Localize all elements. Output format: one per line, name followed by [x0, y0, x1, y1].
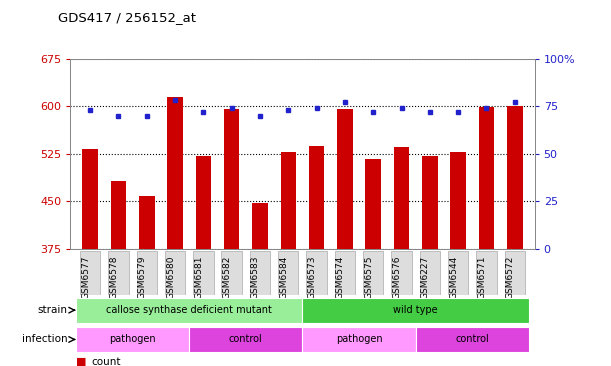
Text: control: control: [229, 335, 263, 344]
FancyBboxPatch shape: [221, 251, 242, 295]
Bar: [365, 159, 381, 249]
Text: GSM6544: GSM6544: [449, 256, 458, 299]
FancyBboxPatch shape: [302, 327, 415, 352]
FancyBboxPatch shape: [136, 251, 157, 295]
Text: pathogen: pathogen: [336, 335, 382, 344]
Bar: [507, 105, 522, 249]
FancyBboxPatch shape: [80, 251, 100, 295]
Text: count: count: [92, 357, 121, 366]
Bar: [167, 97, 183, 249]
FancyBboxPatch shape: [335, 251, 355, 295]
Text: GSM6575: GSM6575: [364, 256, 373, 299]
FancyBboxPatch shape: [415, 327, 529, 352]
Bar: [82, 149, 98, 249]
Bar: [111, 181, 126, 249]
Text: GSM6579: GSM6579: [137, 256, 147, 299]
FancyBboxPatch shape: [193, 251, 213, 295]
Text: control: control: [455, 335, 489, 344]
FancyBboxPatch shape: [306, 251, 327, 295]
Text: GSM6571: GSM6571: [477, 256, 486, 299]
Bar: [422, 156, 437, 249]
Text: GSM6573: GSM6573: [307, 256, 316, 299]
Bar: [196, 156, 211, 249]
FancyBboxPatch shape: [108, 251, 128, 295]
Bar: [450, 153, 466, 249]
FancyBboxPatch shape: [76, 298, 302, 322]
FancyBboxPatch shape: [448, 251, 469, 295]
Text: GSM6581: GSM6581: [194, 256, 203, 299]
Text: GSM6572: GSM6572: [506, 256, 515, 299]
FancyBboxPatch shape: [392, 251, 412, 295]
FancyBboxPatch shape: [302, 298, 529, 322]
FancyBboxPatch shape: [505, 251, 525, 295]
FancyBboxPatch shape: [189, 327, 302, 352]
Bar: [393, 147, 409, 249]
Text: GSM6582: GSM6582: [222, 256, 232, 299]
FancyBboxPatch shape: [363, 251, 384, 295]
Text: GSM6584: GSM6584: [279, 256, 288, 299]
Bar: [337, 109, 353, 249]
Bar: [252, 203, 268, 249]
Text: ■: ■: [76, 357, 87, 366]
Text: pathogen: pathogen: [109, 335, 156, 344]
Text: GSM6574: GSM6574: [336, 256, 345, 299]
FancyBboxPatch shape: [420, 251, 440, 295]
Bar: [478, 107, 494, 249]
Text: GSM6580: GSM6580: [166, 256, 175, 299]
FancyBboxPatch shape: [165, 251, 185, 295]
FancyBboxPatch shape: [278, 251, 299, 295]
Text: GDS417 / 256152_at: GDS417 / 256152_at: [58, 11, 196, 24]
Bar: [139, 196, 155, 249]
Text: strain: strain: [37, 305, 67, 315]
Text: wild type: wild type: [393, 305, 438, 315]
Text: callose synthase deficient mutant: callose synthase deficient mutant: [106, 305, 272, 315]
Text: GSM6578: GSM6578: [109, 256, 119, 299]
Text: GSM6583: GSM6583: [251, 256, 260, 299]
Bar: [309, 146, 324, 249]
Bar: [224, 109, 240, 249]
Bar: [280, 153, 296, 249]
FancyBboxPatch shape: [76, 327, 189, 352]
Text: GSM6576: GSM6576: [392, 256, 401, 299]
Text: GSM6577: GSM6577: [81, 256, 90, 299]
Text: GSM6227: GSM6227: [421, 256, 430, 299]
Text: infection: infection: [21, 335, 67, 344]
FancyBboxPatch shape: [250, 251, 270, 295]
FancyBboxPatch shape: [477, 251, 497, 295]
